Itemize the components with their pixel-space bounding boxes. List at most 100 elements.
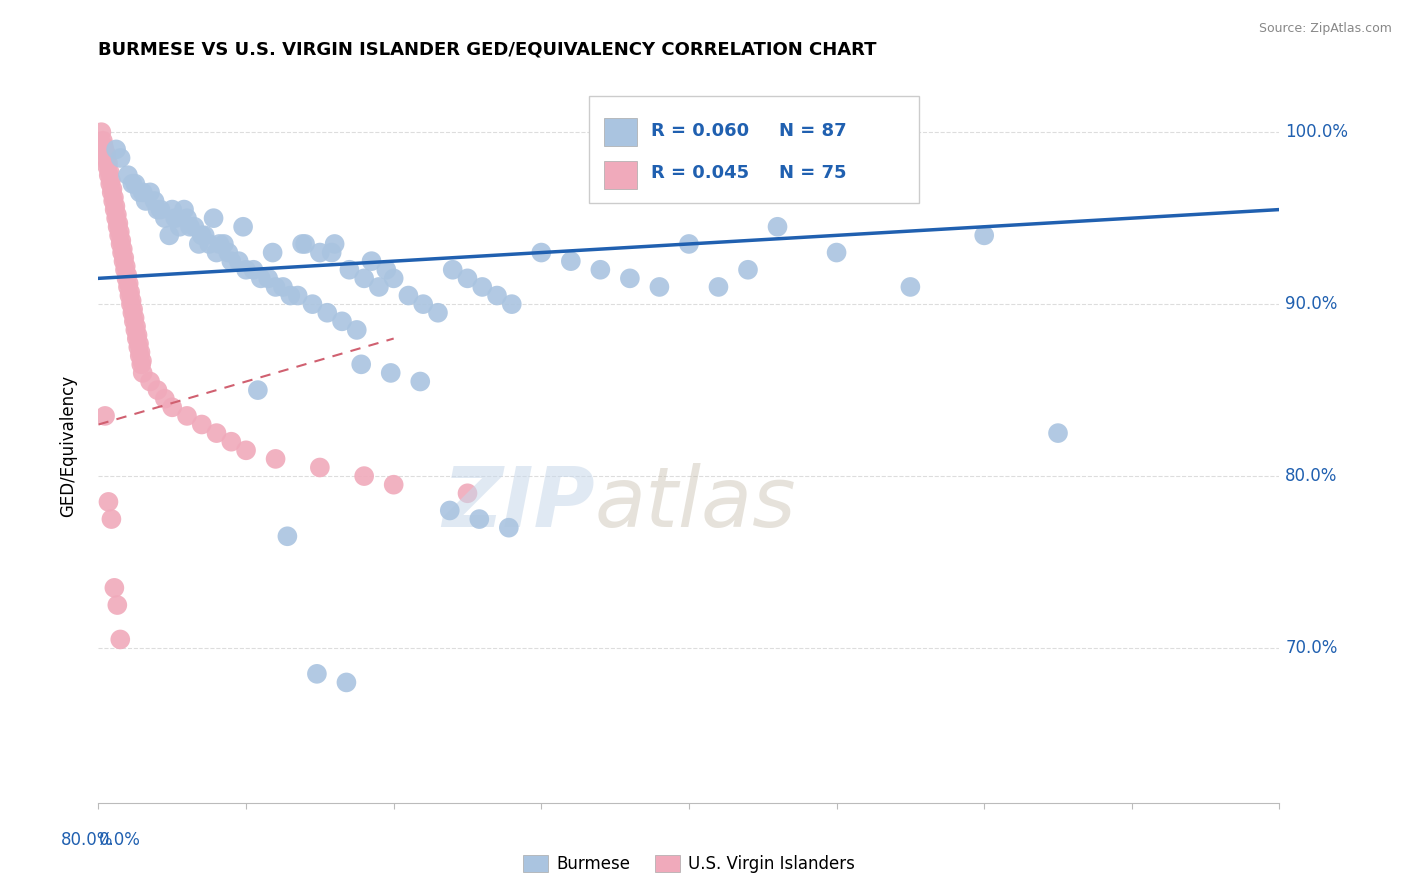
Point [135, 194, 157, 208]
Point [97, 168, 120, 182]
Point [208, 236, 231, 251]
Point [107, 219, 129, 234]
Point [242, 262, 264, 277]
Point [121, 306, 143, 320]
Point [132, 366, 155, 380]
Point [232, 219, 254, 234]
Point [187, 236, 209, 251]
Point [100, 186, 122, 200]
Text: 80.0%: 80.0% [60, 831, 114, 849]
Point [439, 503, 461, 517]
Point [112, 251, 135, 265]
Text: R = 0.060: R = 0.060 [651, 121, 749, 139]
Point [124, 323, 146, 337]
Point [118, 288, 141, 302]
Point [707, 280, 730, 294]
Point [98, 177, 121, 191]
Point [146, 202, 169, 217]
Point [219, 434, 243, 449]
Point [346, 323, 368, 337]
Text: N = 87: N = 87 [779, 121, 846, 139]
Point [110, 236, 132, 251]
Point [153, 211, 176, 226]
Point [321, 245, 343, 260]
Legend: Burmese, U.S. Virgin Islanders: Burmese, U.S. Virgin Islanders [516, 848, 862, 880]
Point [111, 242, 134, 256]
Point [294, 236, 316, 251]
Point [648, 280, 671, 294]
Point [973, 228, 995, 243]
Point [125, 319, 148, 334]
Point [128, 186, 150, 200]
Point [120, 297, 142, 311]
Point [287, 288, 309, 302]
Point [316, 306, 339, 320]
Point [900, 280, 922, 294]
Point [121, 293, 143, 308]
Point [179, 219, 201, 234]
Point [235, 443, 257, 458]
Point [212, 236, 235, 251]
Point [409, 375, 432, 389]
Point [124, 177, 146, 191]
Point [330, 314, 353, 328]
Point [129, 345, 152, 359]
Point [380, 366, 402, 380]
Point [98, 165, 121, 179]
Point [122, 302, 145, 317]
Point [353, 469, 375, 483]
Point [127, 340, 149, 354]
Text: BURMESE VS U.S. VIRGIN ISLANDER GED/EQUIVALENCY CORRELATION CHART: BURMESE VS U.S. VIRGIN ISLANDER GED/EQUI… [98, 40, 877, 58]
Point [309, 460, 332, 475]
Point [132, 186, 155, 200]
Point [205, 245, 228, 260]
Point [262, 245, 284, 260]
Point [530, 245, 553, 260]
Point [766, 219, 789, 234]
Point [375, 262, 398, 277]
Point [105, 208, 128, 222]
Point [103, 581, 125, 595]
Point [291, 236, 314, 251]
Point [191, 228, 214, 243]
Point [471, 280, 494, 294]
Point [169, 219, 191, 234]
Point [350, 357, 373, 371]
Point [128, 349, 150, 363]
Text: atlas: atlas [595, 463, 796, 543]
Point [114, 260, 136, 274]
Point [104, 202, 127, 217]
Point [412, 297, 434, 311]
Point [105, 598, 128, 612]
Text: 70.0%: 70.0% [1285, 639, 1337, 657]
Point [368, 280, 391, 294]
Point [100, 173, 122, 187]
Point [108, 228, 131, 243]
Point [202, 211, 225, 226]
Point [228, 254, 250, 268]
Point [127, 328, 149, 343]
Point [589, 262, 612, 277]
Point [96, 160, 118, 174]
Point [217, 245, 239, 260]
Text: 0.0%: 0.0% [98, 831, 141, 849]
Point [124, 310, 146, 325]
Point [173, 202, 195, 217]
Text: 90.0%: 90.0% [1285, 295, 1337, 313]
Point [143, 194, 166, 208]
Point [100, 512, 122, 526]
Point [360, 254, 382, 268]
Point [120, 285, 142, 299]
Point [122, 314, 145, 328]
Y-axis label: GED/Equivalency: GED/Equivalency [59, 375, 77, 517]
Point [93, 139, 115, 153]
Point [105, 142, 128, 156]
Point [125, 332, 148, 346]
Point [737, 262, 759, 277]
Point [301, 297, 323, 311]
Point [176, 211, 198, 226]
Point [115, 268, 138, 282]
Point [825, 245, 848, 260]
Point [112, 254, 135, 268]
Point [104, 199, 127, 213]
